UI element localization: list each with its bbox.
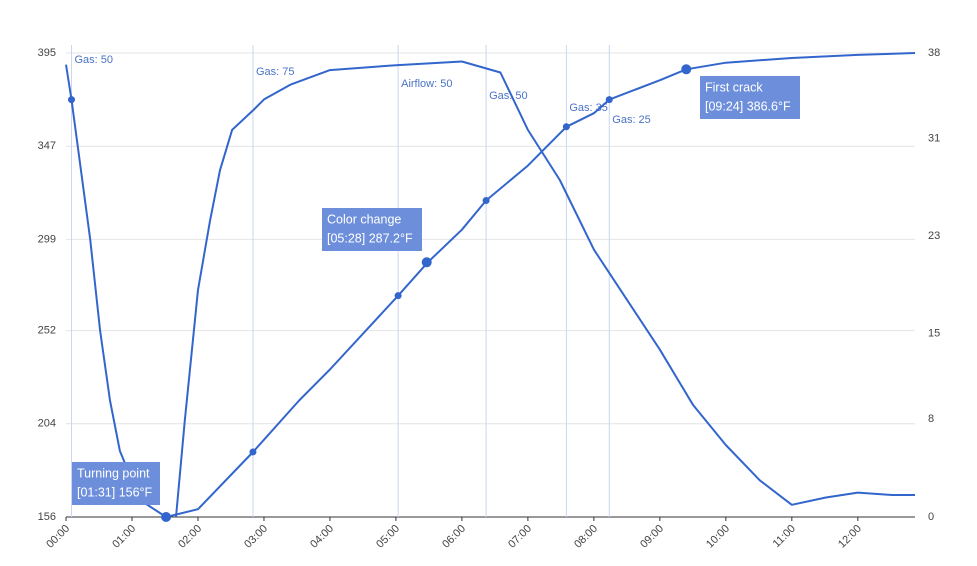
y2-tick-label: 31	[928, 132, 940, 144]
event-marker	[67, 96, 75, 104]
x-tick-label: 05:00	[374, 523, 402, 551]
y-tick-label: 252	[38, 325, 56, 337]
x-tick-label: 01:00	[110, 523, 138, 551]
event-label: Gas: 50	[489, 90, 528, 102]
callout-marker	[161, 512, 172, 522]
event-label: Gas: 50	[74, 54, 113, 66]
callout-label: [05:28] 287.2°F	[327, 231, 413, 245]
event-marker	[562, 123, 570, 131]
event-marker	[605, 96, 613, 104]
series-line	[65, 52, 916, 518]
event-label: Airflow: 50	[401, 78, 452, 90]
y-tick-label: 395	[38, 47, 56, 59]
event-label: Gas: 75	[256, 66, 295, 78]
event-marker	[394, 292, 402, 300]
event-marker	[249, 448, 257, 456]
x-tick-label: 11:00	[771, 523, 798, 550]
callout-title: Turning point	[77, 466, 150, 480]
x-tick-label: 06:00	[440, 523, 468, 551]
callout-box	[322, 208, 422, 251]
callout-title: Color change	[327, 212, 401, 226]
x-tick-label: 08:00	[572, 523, 600, 551]
y2-tick-label: 0	[928, 511, 934, 523]
y2-tick-label: 23	[928, 230, 940, 242]
x-tick-label: 10:00	[704, 523, 732, 551]
y-tick-label: 299	[38, 233, 56, 245]
x-tick-label: 03:00	[242, 523, 270, 551]
event-label: Gas: 35	[569, 102, 608, 114]
x-tick-label: 02:00	[176, 523, 204, 551]
series-line	[175, 60, 915, 518]
y2-tick-label: 38	[928, 47, 940, 59]
x-tick-label: 09:00	[638, 523, 666, 551]
callout-box	[700, 76, 800, 119]
callout-title: First crack	[705, 80, 763, 94]
callout-marker	[681, 64, 692, 75]
event-label: Gas: 25	[612, 114, 651, 126]
y-tick-label: 347	[38, 140, 56, 152]
x-tick-label: 04:00	[308, 523, 336, 551]
y2-tick-label: 15	[928, 328, 940, 340]
y-tick-label: 156	[38, 511, 56, 523]
callout-box	[72, 462, 160, 505]
x-tick-label: 00:00	[44, 523, 72, 551]
callout-label: [09:24] 386.6°F	[705, 99, 791, 113]
x-tick-label: 07:00	[506, 523, 534, 551]
x-tick-label: 12:00	[836, 523, 864, 551]
callout-label: [01:31] 156°F	[77, 485, 153, 499]
y-tick-label: 204	[38, 418, 56, 430]
event-marker	[482, 197, 490, 205]
callout-marker	[421, 257, 432, 268]
y2-tick-label: 8	[928, 413, 934, 425]
